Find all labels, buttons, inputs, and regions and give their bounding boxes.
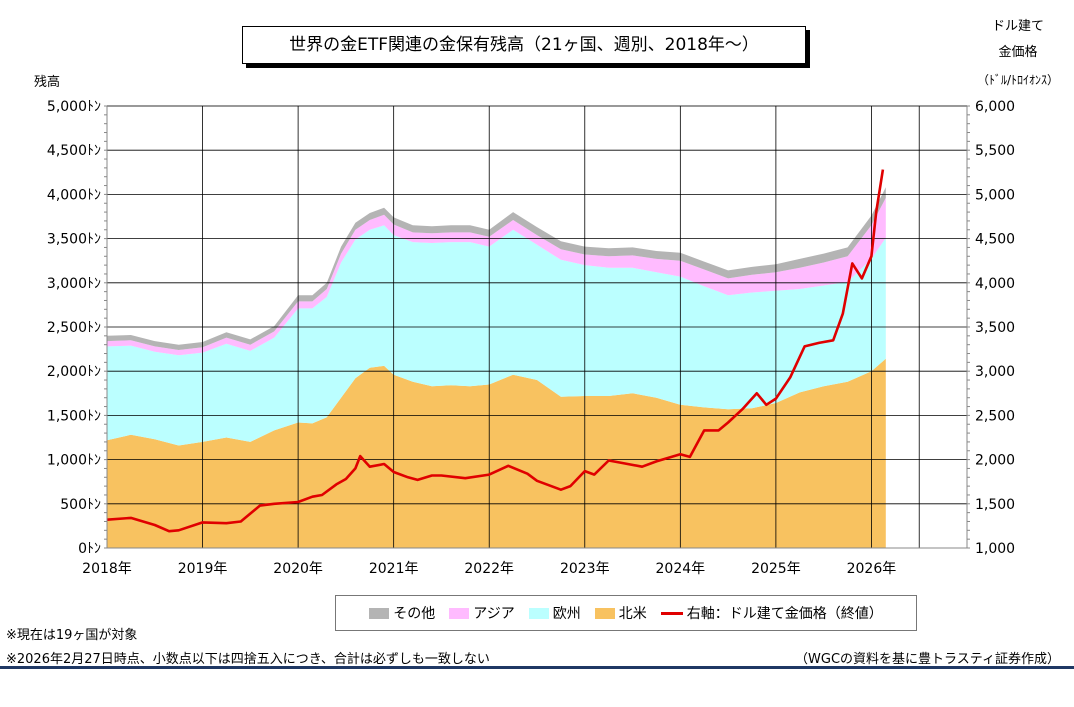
chart-title: 世界の金ETF関連の金保有残高（21ヶ国、週別、2018年～） [242, 26, 806, 64]
legend-swatch [369, 607, 390, 619]
bottom-rule [0, 666, 1074, 669]
legend-swatch [594, 607, 615, 619]
left-axis-tick-label: 1,000ﾄﾝ [47, 453, 101, 469]
x-axis-tick-label: 2026年 [847, 561, 897, 577]
legend-label: アジア [473, 606, 515, 622]
left-axis-tick-label: 3,000ﾄﾝ [47, 276, 101, 292]
left-axis-tick-label: 500ﾄﾝ [60, 497, 101, 513]
legend-item-europe: 欧州 [528, 603, 581, 623]
note-countries: ※現在は19ヶ国が対象 [6, 628, 138, 643]
right-axis-title-line-2: 金価格 [998, 44, 1037, 60]
right-axis-tick-label: 3,500 [975, 320, 1015, 336]
source-credit: （WGCの資料を基に豊トラスティ証券作成） [795, 652, 1060, 667]
right-axis-tick-label: 4,500 [975, 232, 1015, 248]
gold-price-line [106, 169, 885, 533]
right-axis-tick-label: 5,000 [975, 187, 1015, 203]
x-axis-tick-label: 2022年 [464, 561, 514, 577]
left-axis-tick-label: 0ﾄﾝ [78, 541, 101, 557]
legend-label: 北米 [618, 606, 647, 622]
left-axis-tick-label: 5,000ﾄﾝ [47, 99, 101, 115]
right-axis-tick-label: 2,000 [975, 453, 1015, 469]
legend-item-other: その他 [369, 603, 435, 623]
legend-swatch [660, 611, 683, 615]
legend-item-north-america: 北米 [594, 603, 647, 623]
x-axis-tick-label: 2019年 [178, 561, 228, 577]
left-axis-tick-label: 1,500ﾄﾝ [47, 408, 101, 424]
left-axis-tick-label: 4,000ﾄﾝ [47, 187, 101, 203]
legend-item-gold-price: 右軸：ドル建て金価格（終値） [660, 603, 883, 623]
gold-price-layer [106, 169, 885, 533]
legend-swatch [449, 607, 470, 619]
area-europe [107, 225, 886, 446]
stacked-area-layer [107, 187, 886, 548]
right-axis-tick-label: 1,500 [975, 497, 1015, 513]
note-date: ※2026年2月27日時点、小数点以下は四捨五入につき、合計は必ずしも一致しない [6, 652, 490, 667]
right-axis-tick-label: 1,000 [975, 541, 1015, 557]
right-axis-tick-label: 4,000 [975, 276, 1015, 292]
left-axis-tick-label: 3,500ﾄﾝ [47, 232, 101, 248]
left-axis-tick-label: 4,500ﾄﾝ [47, 143, 101, 159]
x-axis-tick-label: 2024年 [656, 561, 706, 577]
left-axis-tick-label: 2,500ﾄﾝ [47, 320, 101, 336]
x-axis-tick-label: 2023年 [560, 561, 610, 577]
legend-label: その他 [393, 606, 436, 622]
x-axis-tick-label: 2020年 [273, 561, 323, 577]
right-axis-title-line-1: ドル建て [992, 19, 1044, 34]
x-axis-tick-label: 2021年 [369, 561, 419, 577]
legend-item-asia: アジア [449, 603, 515, 623]
right-axis-tick-label: 2,500 [975, 408, 1015, 424]
legend-label: 右軸：ドル建て金価格（終値） [686, 606, 883, 622]
legend-label: 欧州 [552, 606, 581, 622]
right-axis-tick-label: 6,000 [975, 99, 1015, 115]
axes-layer: 0ﾄﾝ 500ﾄﾝ 1,000ﾄﾝ 1,500ﾄﾝ 2,000ﾄﾝ 2,500ﾄﾝ 3,00… [47, 99, 1015, 577]
right-axis-tick-label: 3,000 [975, 364, 1015, 380]
left-axis-tick-label: 2,000ﾄﾝ [47, 364, 101, 380]
right-axis-title-line-3: （ﾄﾞﾙ/ﾄﾛｲｵﾝｽ） [977, 73, 1059, 87]
legend-swatch [528, 607, 549, 619]
legend: その他 アジア 欧州 北米 右軸：ドル建て金価格（終値） [335, 595, 917, 631]
x-axis-tick-label: 2018年 [82, 561, 132, 577]
right-axis-tick-label: 5,500 [975, 143, 1015, 159]
left-axis-title: 残高 [34, 74, 60, 90]
x-axis-tick-label: 2025年 [751, 561, 801, 577]
